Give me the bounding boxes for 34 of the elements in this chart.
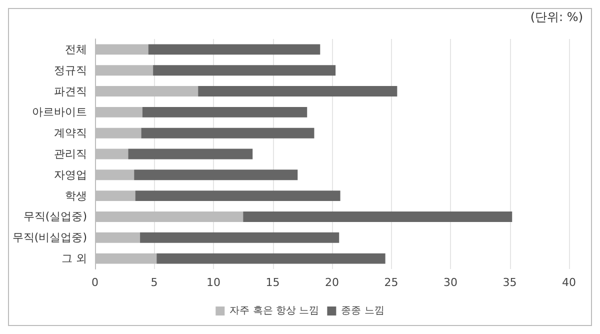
x-tick-label: 5	[150, 276, 158, 289]
y-tick-label: 자영업	[54, 168, 87, 182]
x-tick-label: 25	[384, 276, 398, 289]
bar	[141, 128, 314, 138]
bar	[128, 148, 253, 160]
y-tick-label: 파견직	[54, 84, 87, 98]
x-tick-label: 35	[502, 276, 517, 289]
bar	[153, 65, 336, 76]
legend-label: 자주 혹은 항상 느낌	[230, 306, 320, 316]
bar	[148, 44, 320, 55]
bar	[134, 170, 298, 180]
y-tick-label: 정규직	[54, 64, 87, 77]
bar	[135, 190, 340, 202]
x-tick-label: 20	[325, 276, 339, 289]
y-tick-label: 계약직	[54, 126, 87, 140]
text: (단위: %)	[530, 10, 583, 24]
y-tick-label: 관리직	[54, 148, 87, 160]
legend-label: 종종 느낌	[341, 306, 384, 316]
bar	[198, 86, 398, 96]
x-tick-label: 15	[266, 276, 280, 289]
y-tick-label: 무직(실업중)	[23, 210, 87, 224]
y-tick-label: 학생	[65, 189, 87, 202]
x-tick-label: 30	[444, 276, 458, 289]
bar	[156, 253, 386, 264]
x-tick-label: 10	[206, 276, 220, 289]
y-tick-label: 전체	[65, 42, 87, 56]
y-tick-label: 아르바이트	[32, 106, 87, 119]
x-tick-label: 40	[562, 276, 576, 289]
x-tick-label: 0	[92, 276, 98, 289]
bar	[142, 106, 308, 118]
y-tick-label: 그 외	[62, 252, 87, 266]
bar	[243, 212, 512, 222]
bar	[140, 232, 340, 243]
y-tick-label: 무직(비실업중)	[12, 231, 87, 244]
